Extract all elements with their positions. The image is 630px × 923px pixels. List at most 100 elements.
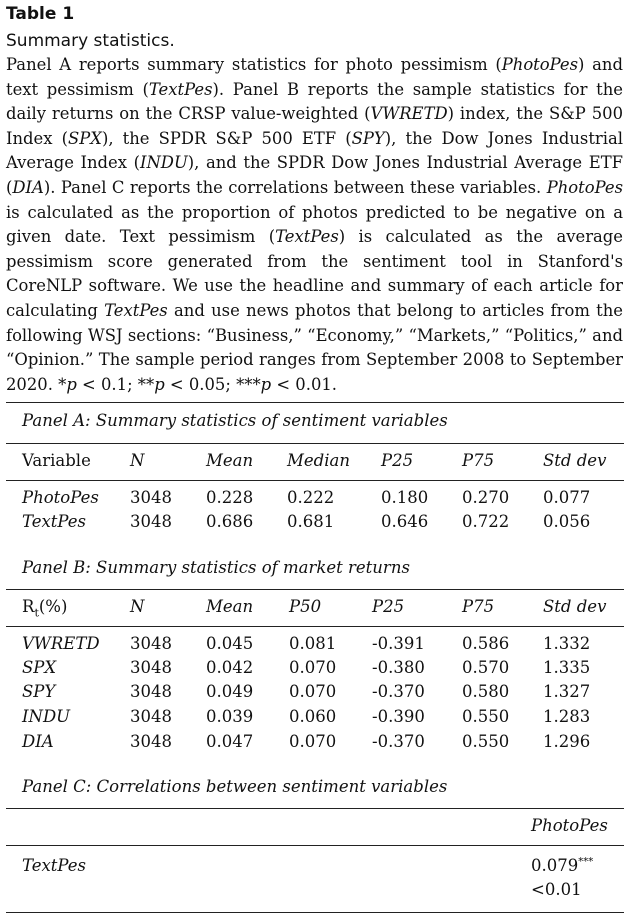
caption-text: ), and the SPDR Dow Jones Industrial Ave… xyxy=(6,153,623,197)
caption-italic-term: p xyxy=(260,374,272,394)
rule-bottom xyxy=(6,912,624,913)
caption-italic-term: TextPes xyxy=(275,227,339,247)
cell-p75: 0.580 xyxy=(462,682,510,701)
cell-p25: 0.180 xyxy=(381,488,429,507)
rule-panel-b-header xyxy=(6,626,624,627)
rule-panel-a-title xyxy=(6,443,624,444)
row-label: SPY xyxy=(22,682,56,701)
table-row: VWRETD 3048 0.045 0.081 -0.391 0.586 1.3… xyxy=(0,634,630,658)
caption-text: < 0.1; ** xyxy=(76,374,155,394)
cell-p50: 0.081 xyxy=(289,634,337,653)
rule-panel-c-title xyxy=(6,808,624,809)
cell-p50: 0.070 xyxy=(289,732,337,751)
caption-italic-term: TextPes xyxy=(148,79,213,99)
panel-b-header-returns: Rt(%) xyxy=(22,597,67,619)
cell-n: 3048 xyxy=(130,732,172,751)
cell-p25: -0.370 xyxy=(372,682,425,701)
panel-a-header-median: Median xyxy=(287,451,350,470)
cell-correlation: 0.079*** xyxy=(531,856,593,875)
panel-a-header-stddev: Std dev xyxy=(543,451,607,470)
rule-panel-c-header xyxy=(6,845,624,846)
panel-c-title: Panel C: Correlations between sentiment … xyxy=(22,777,448,796)
cell-stddev: 1.327 xyxy=(543,682,591,701)
table-row: TextPes 3048 0.686 0.681 0.646 0.722 0.0… xyxy=(0,512,630,536)
cell-mean: 0.049 xyxy=(206,682,254,701)
significance-stars: *** xyxy=(578,856,594,868)
cell-p50: 0.060 xyxy=(289,707,337,726)
table-row: SPX 3048 0.042 0.070 -0.380 0.570 1.335 xyxy=(0,658,630,682)
caption-italic-term: PhotoPes xyxy=(501,55,579,74)
cell-p50: 0.070 xyxy=(289,682,337,701)
caption-italic-term: p xyxy=(66,374,77,394)
correlation-value: 0.079 xyxy=(531,856,579,875)
cell-p25: -0.390 xyxy=(372,707,425,726)
panel-b-header-p25: P25 xyxy=(372,597,405,616)
panel-b-header-row: Rt(%) N Mean P50 P25 P75 Std dev xyxy=(0,597,630,621)
cell-stddev: 1.283 xyxy=(543,707,591,726)
caption-text: ). Panel B reports the sample statistics… xyxy=(6,79,623,124)
row-label: PhotoPes xyxy=(22,488,99,507)
table-row: SPY 3048 0.049 0.070 -0.370 0.580 1.327 xyxy=(0,682,630,706)
panel-b-header-stddev: Std dev xyxy=(543,597,607,616)
cell-p50: 0.070 xyxy=(289,658,337,677)
panel-a-header-mean: Mean xyxy=(206,451,254,470)
caption-text: ), the Dow Jones Industrial Average Inde… xyxy=(6,128,624,173)
returns-symbol: R xyxy=(22,597,35,616)
cell-p75: 0.270 xyxy=(462,488,510,507)
caption-text: ) and text pessimism ( xyxy=(6,55,623,99)
cell-p75: 0.722 xyxy=(462,512,510,531)
caption-text: < 0.05; *** xyxy=(164,374,261,394)
cell-mean: 0.047 xyxy=(206,732,254,751)
cell-p25: 0.646 xyxy=(381,512,429,531)
row-label: VWRETD xyxy=(22,634,100,653)
panel-b-header-p50: P50 xyxy=(289,597,322,616)
table-row: DIA 3048 0.047 0.070 -0.370 0.550 1.296 xyxy=(0,732,630,756)
cell-n: 3048 xyxy=(130,682,172,701)
row-label: INDU xyxy=(22,707,71,726)
panel-c-header-photopes: PhotoPes xyxy=(531,816,608,835)
cell-mean: 0.686 xyxy=(206,512,254,531)
cell-stddev: 1.296 xyxy=(543,732,591,751)
row-label: SPX xyxy=(22,658,57,677)
rule-top-panel-a xyxy=(6,402,624,403)
cell-p75: 0.550 xyxy=(462,707,510,726)
panel-b-title: Panel B: Summary statistics of market re… xyxy=(22,558,410,577)
cell-n: 3048 xyxy=(130,512,172,531)
rule-panel-a-header xyxy=(6,480,624,481)
table-caption: Panel A reports summary statistics for p… xyxy=(6,53,623,397)
cell-p75: 0.550 xyxy=(462,732,510,751)
table-row: <0.01 xyxy=(0,880,630,904)
returns-unit: (%) xyxy=(38,597,68,616)
row-label: DIA xyxy=(22,732,54,751)
cell-n: 3048 xyxy=(130,634,172,653)
table-label: Table 1 xyxy=(6,4,75,24)
caption-italic-term: p xyxy=(154,374,165,394)
caption-italic-term: PhotoPes xyxy=(546,177,623,197)
caption-text: is calculated as the proportion of photo… xyxy=(6,202,623,247)
cell-median: 0.222 xyxy=(287,488,335,507)
cell-p75: 0.586 xyxy=(462,634,510,653)
cell-p25: -0.391 xyxy=(372,634,425,653)
cell-mean: 0.042 xyxy=(206,658,254,677)
cell-stddev: 1.335 xyxy=(543,658,591,677)
caption-text: Panel A reports summary statistics for p… xyxy=(6,55,502,74)
caption-text: ) is calculated as the average pessimism… xyxy=(6,227,623,320)
cell-p25: -0.370 xyxy=(372,732,425,751)
table-row: INDU 3048 0.039 0.060 -0.390 0.550 1.283 xyxy=(0,707,630,731)
cell-n: 3048 xyxy=(130,488,172,507)
table-row: PhotoPes 3048 0.228 0.222 0.180 0.270 0.… xyxy=(0,488,630,512)
caption-italic-term: SPY xyxy=(351,128,385,148)
panel-a-header-n: N xyxy=(130,451,145,470)
cell-p25: -0.380 xyxy=(372,658,425,677)
cell-mean: 0.228 xyxy=(206,488,254,507)
caption-text: and use news photos that belong to artic… xyxy=(6,300,623,394)
cell-stddev: 1.332 xyxy=(543,634,591,653)
caption-text: ) index, the S&P 500 Index ( xyxy=(6,104,624,148)
row-label: TextPes xyxy=(22,512,87,531)
caption-italic-term: INDU xyxy=(139,153,188,173)
panel-b-header-mean: Mean xyxy=(206,597,254,616)
cell-pvalue: <0.01 xyxy=(531,880,582,899)
cell-mean: 0.045 xyxy=(206,634,254,653)
caption-italic-term: TextPes xyxy=(104,300,168,320)
